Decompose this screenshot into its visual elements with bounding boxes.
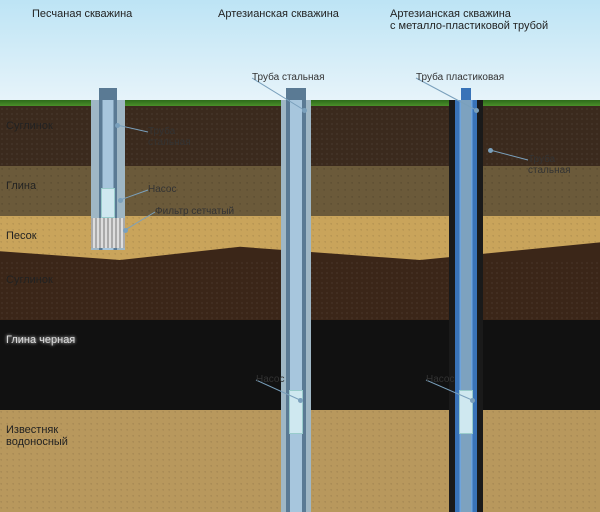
soil-label-glina: Глина [6, 180, 36, 192]
callout-art_steelpipe: Труба стальная [252, 72, 325, 83]
wellhead [99, 88, 117, 100]
callout-mp_pump: Насос [426, 374, 454, 385]
callout-sand_steelpipe: Труба стальная [148, 126, 191, 148]
leader-dot-art_pump [298, 398, 303, 403]
pipe-steel [461, 100, 471, 512]
title-artesian: Артезианская скважина [218, 8, 339, 20]
pump [459, 390, 473, 434]
leader-dot-art_steelpipe [302, 108, 307, 113]
leader-dot-mp_steelpipe [488, 148, 493, 153]
leader-dot-sand_steelpipe [115, 123, 120, 128]
callout-mp_plasticpipe: Труба пластиковая [416, 72, 504, 83]
title-artesian-mp: Артезианская скважина с металло-пластико… [390, 8, 590, 32]
soil-label-pesok: Песок [6, 230, 37, 242]
soil-label-izvest: Известняк водоносный [6, 424, 68, 448]
wellhead [286, 88, 306, 100]
soil-label-suglinok2: Суглинок [6, 274, 53, 286]
leader-dot-sand_filter [123, 228, 128, 233]
callout-sand_pump: Насос [148, 184, 176, 195]
callout-mp_steelpipe: Труба стальная [528, 154, 571, 176]
wellhead [461, 88, 471, 100]
leader-dot-sand_pump [118, 198, 123, 203]
leader-dot-mp_plasticpipe [474, 108, 479, 113]
title-sand: Песчаная скважина [32, 8, 132, 20]
soil-label-glinaCh: Глина черная [6, 334, 75, 346]
well-artesianMP [0, 100, 600, 512]
soil-label-suglinok1: Суглинок [6, 120, 53, 132]
callout-sand_filter: Фильтр сетчатый [155, 206, 234, 217]
callout-art_pump: Насос [256, 374, 284, 385]
leader-dot-mp_pump [470, 398, 475, 403]
